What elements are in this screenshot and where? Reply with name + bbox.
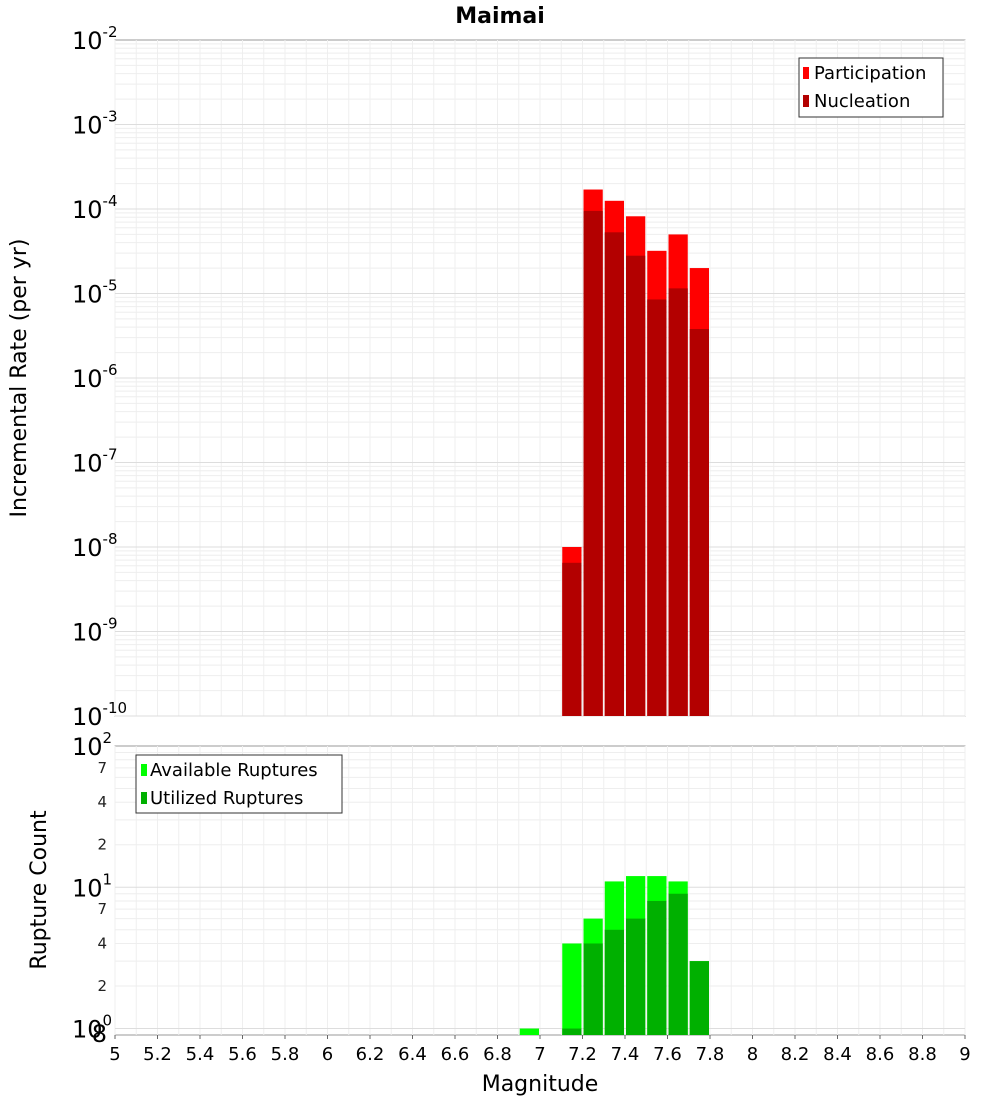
x-tick-label: 6.8 — [483, 1044, 512, 1065]
count-gridlines — [114, 746, 966, 1035]
rate-y-tick-label: 10-6 — [72, 361, 118, 393]
rate-y-tick-label: 10-7 — [72, 446, 118, 478]
x-tick-label: 6.4 — [398, 1044, 427, 1065]
count-y-axis-label: Rupture Count — [27, 810, 52, 970]
x-tick-label: 7.6 — [653, 1044, 682, 1065]
x-tick-label: 5.6 — [228, 1044, 257, 1065]
x-tick-label: 5.2 — [143, 1044, 172, 1065]
x-tick-label: 7 — [534, 1044, 545, 1065]
rate-panel: 10-2 10-3 10-4 10-5 10-6 10-7 10-8 10-9 10-10 Ma… — [7, 4, 966, 731]
count-legend-box — [135, 754, 343, 814]
count-y-ticks: 102 101 100 7 4 2 7 4 2 8 — [72, 729, 112, 1048]
nucleation-bar — [562, 562, 582, 716]
utilized-legend-label: Utilized Ruptures — [150, 788, 303, 809]
count-bars — [519, 876, 709, 1035]
x-tick-label: 7.2 — [568, 1044, 597, 1065]
rate-y-tick-label: 10-2 — [72, 23, 118, 55]
x-tick-label: 5.8 — [271, 1044, 300, 1065]
nucleation-bar — [668, 288, 688, 716]
utilized-ruptures-bar — [626, 918, 646, 1035]
rate-y-tick-label: 10-3 — [72, 108, 118, 140]
participation-legend-label: Participation — [814, 63, 926, 84]
x-tick-label: 6.2 — [356, 1044, 385, 1065]
count-y-minor-tick-label: 8 — [92, 1020, 107, 1048]
rate-gridlines — [114, 40, 966, 717]
utilized-ruptures-bar — [647, 900, 667, 1035]
rate-legend-box — [798, 57, 944, 118]
rate-y-tick-label: 10-8 — [72, 530, 118, 562]
x-tick-label: 7.8 — [696, 1044, 725, 1065]
nucleation-bar — [583, 210, 603, 716]
rate-legend: Participation Nucleation — [798, 57, 944, 118]
nucleation-legend-swatch — [803, 95, 809, 107]
rate-y-ticks: 10-2 10-3 10-4 10-5 10-6 10-7 10-8 10-9 10-10 — [72, 23, 127, 731]
utilized-ruptures-bar — [689, 961, 709, 1035]
rate-y-tick-label: 10-9 — [72, 615, 118, 647]
nucleation-bar — [647, 299, 667, 716]
x-tick-label: 5 — [109, 1044, 120, 1065]
nucleation-bar — [604, 232, 624, 716]
rate-y-axis-label: Incremental Rate (per yr) — [7, 239, 32, 518]
x-tick-label: 8 — [747, 1044, 758, 1065]
count-y-minor-tick-label: 2 — [97, 836, 107, 854]
available-ruptures-bar — [562, 943, 582, 1035]
count-y-tick-label: 101 — [72, 870, 112, 902]
count-panel: 102 101 100 7 4 2 7 4 2 8 5 5.2 5.4 5.6 5.8 6 6.2 6.4 6.6… — [27, 729, 971, 1097]
utilized-ruptures-bar — [668, 893, 688, 1035]
x-tick-label: 8.4 — [823, 1044, 852, 1065]
count-legend: Available Ruptures Utilized Ruptures — [135, 754, 343, 814]
utilized-legend-swatch — [141, 792, 147, 804]
utilized-ruptures-bar — [604, 929, 624, 1035]
count-y-tick-label: 102 — [72, 729, 112, 761]
participation-legend-swatch — [803, 67, 809, 79]
available-legend-swatch — [141, 764, 147, 776]
count-y-tick-label: 100 — [72, 1012, 112, 1044]
x-tick-label: 8.6 — [866, 1044, 895, 1065]
x-tick-label: 6 — [322, 1044, 333, 1065]
available-ruptures-bar — [519, 1028, 539, 1035]
rate-y-tick-label: 10-4 — [72, 192, 118, 224]
count-y-minor-tick-label: 4 — [97, 934, 107, 952]
rate-y-tick-label: 10-5 — [72, 277, 118, 309]
utilized-ruptures-bar — [562, 1028, 582, 1035]
x-tick-label: 8.2 — [781, 1044, 810, 1065]
x-tick-label: 5.4 — [186, 1044, 215, 1065]
rate-bars — [562, 189, 709, 717]
magnitude-x-ticks: 5 5.2 5.4 5.6 5.8 6 6.2 6.4 6.6 6.8 7 7.2 7.4 7.6 7.8 8… — [109, 1035, 971, 1065]
available-legend-label: Available Ruptures — [150, 760, 318, 781]
count-y-minor-tick-label: 7 — [97, 759, 107, 777]
x-tick-label: 7.4 — [611, 1044, 640, 1065]
chart-title: Maimai — [455, 4, 545, 29]
count-y-minor-tick-label: 2 — [97, 977, 107, 995]
nucleation-bar — [689, 329, 709, 716]
x-tick-label: 8.8 — [908, 1044, 937, 1065]
x-tick-label: 9 — [959, 1044, 970, 1065]
nucleation-bar — [626, 255, 646, 716]
x-tick-label: 6.6 — [441, 1044, 470, 1065]
count-y-minor-tick-label: 4 — [97, 793, 107, 811]
nucleation-legend-label: Nucleation — [814, 91, 910, 112]
rate-y-tick-label: 10-10 — [72, 699, 127, 731]
utilized-ruptures-bar — [583, 943, 603, 1035]
count-y-minor-tick-label: 7 — [97, 900, 107, 918]
x-axis-label: Magnitude — [482, 1072, 599, 1097]
